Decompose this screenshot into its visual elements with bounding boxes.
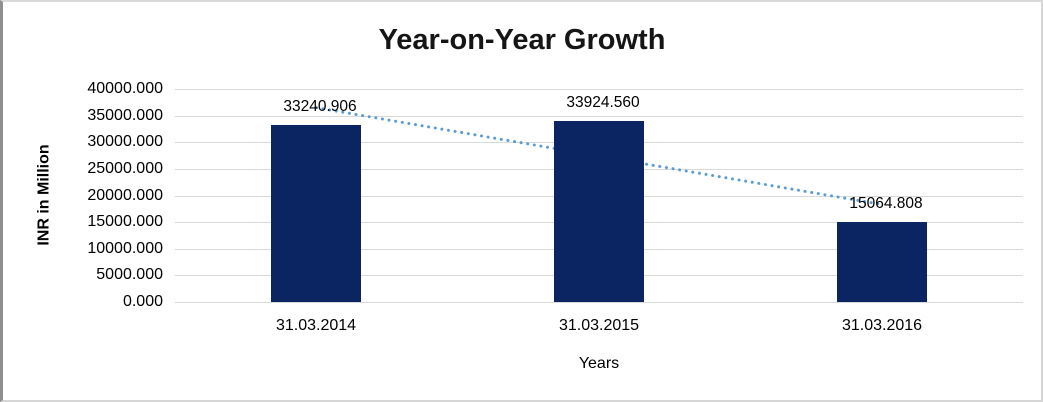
bar[interactable] (554, 121, 644, 302)
data-label: 15064.808 (849, 195, 923, 212)
x-axis-title: Years (578, 355, 620, 372)
bar[interactable] (837, 222, 927, 302)
y-tick-label: 0.000 (122, 293, 163, 310)
data-label: 33240.906 (283, 98, 357, 115)
y-tick-label: 15000.000 (87, 213, 163, 230)
x-tick-label: 31.03.2014 (275, 317, 357, 334)
y-tick-label: 5000.000 (96, 266, 163, 283)
x-tick-label: 31.03.2015 (558, 317, 640, 334)
y-tick-label: 25000.000 (87, 160, 163, 177)
gridline (175, 302, 1023, 303)
y-tick-label: 35000.000 (87, 107, 163, 124)
data-label: 33924.560 (566, 94, 640, 111)
y-tick-label: 10000.000 (87, 240, 163, 257)
chart-title: Year-on-Year Growth (378, 24, 666, 56)
y-tick-label: 30000.000 (87, 133, 163, 150)
y-tick-label: 40000.000 (87, 80, 163, 97)
gridline (175, 116, 1023, 117)
bar[interactable] (271, 125, 361, 302)
x-tick-label: 31.03.2016 (841, 317, 923, 334)
gridline (175, 89, 1023, 90)
y-tick-label: 20000.000 (87, 187, 163, 204)
